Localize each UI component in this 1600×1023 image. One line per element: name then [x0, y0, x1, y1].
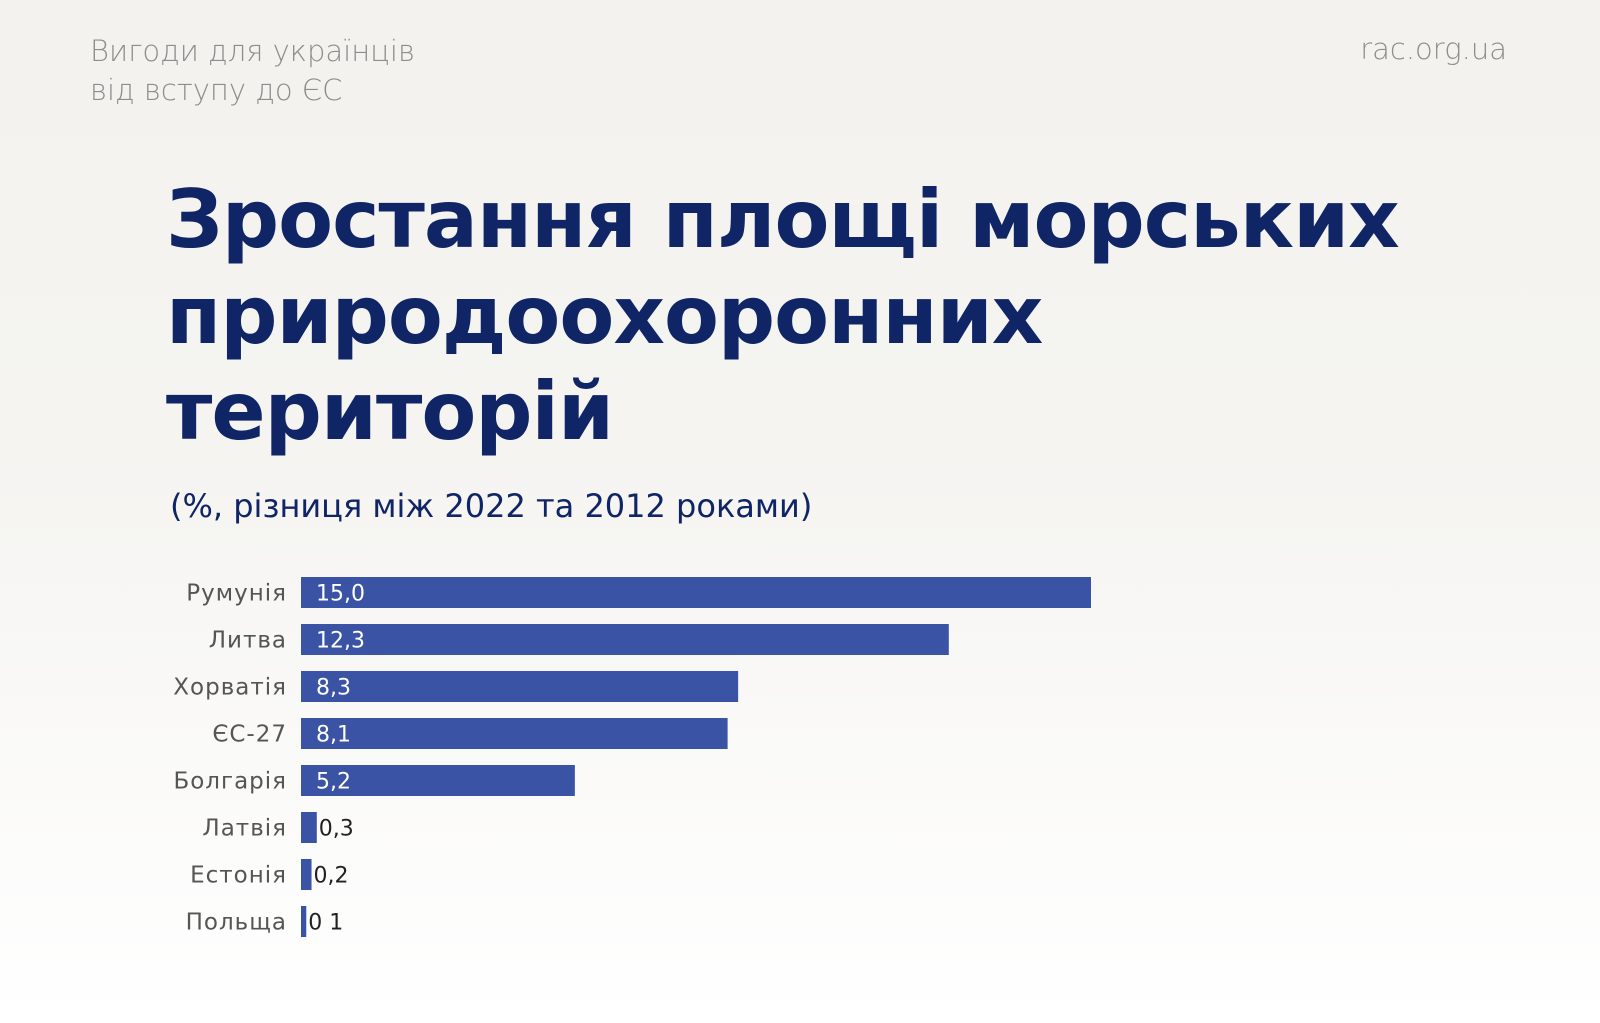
- site-url: rac.org.ua: [1360, 32, 1507, 66]
- data-label: 8,3: [316, 676, 351, 701]
- data-label: 0,3: [319, 817, 354, 842]
- category-label: ЄС-27: [212, 722, 287, 748]
- chart-title-text: Зростання площі морських природоохоронни…: [166, 173, 1400, 458]
- brand-line1: Вигоди для українців: [90, 34, 415, 68]
- category-label: Естонія: [190, 863, 287, 889]
- bar-3: [301, 718, 728, 749]
- data-label: 15,0: [316, 582, 365, 607]
- category-label: Литва: [209, 628, 287, 654]
- bar-1: [301, 624, 949, 655]
- data-label: 5,2: [316, 770, 351, 795]
- bar-4: [301, 765, 575, 796]
- brand-text: Вигоди для українців від вступу до ЄС: [90, 32, 415, 110]
- bar-2: [301, 671, 739, 702]
- bar-0: [301, 577, 1091, 608]
- chart-title: Зростання площі морських природоохоронни…: [166, 172, 1466, 460]
- category-label: Хорватія: [173, 675, 287, 701]
- bar-7: [301, 906, 307, 937]
- data-label: 0,2: [314, 864, 349, 889]
- bar-chart: Румунія 15,0 Литва 12,3 Хорватія 8,3 ЄС-27 8,1 Б…: [173, 577, 1091, 937]
- category-label: Болгарія: [173, 769, 287, 795]
- brand-line2: від вступу до ЄС: [90, 73, 343, 107]
- bar-6: [301, 859, 312, 890]
- category-label: Польща: [186, 910, 287, 936]
- chart-subtitle: (%, різниця між 2022 та 2012 роками): [170, 487, 813, 525]
- category-label: Румунія: [186, 581, 287, 607]
- bar-5: [301, 812, 317, 843]
- data-label: 0 1: [308, 911, 343, 936]
- data-label: 8,1: [316, 723, 351, 748]
- data-label: 12,3: [316, 629, 365, 654]
- category-label: Латвія: [202, 816, 287, 842]
